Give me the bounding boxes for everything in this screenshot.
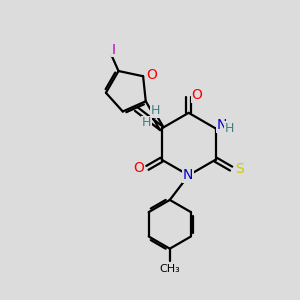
Text: O: O	[146, 68, 157, 82]
Text: H: H	[225, 122, 234, 135]
Text: N: N	[217, 118, 227, 132]
Text: I: I	[111, 43, 115, 56]
Text: N: N	[183, 168, 193, 182]
Text: CH₃: CH₃	[159, 264, 180, 274]
Text: H: H	[151, 104, 160, 117]
Text: H: H	[142, 116, 151, 129]
Text: O: O	[191, 88, 203, 102]
Text: O: O	[134, 161, 145, 175]
Text: S: S	[235, 162, 244, 176]
